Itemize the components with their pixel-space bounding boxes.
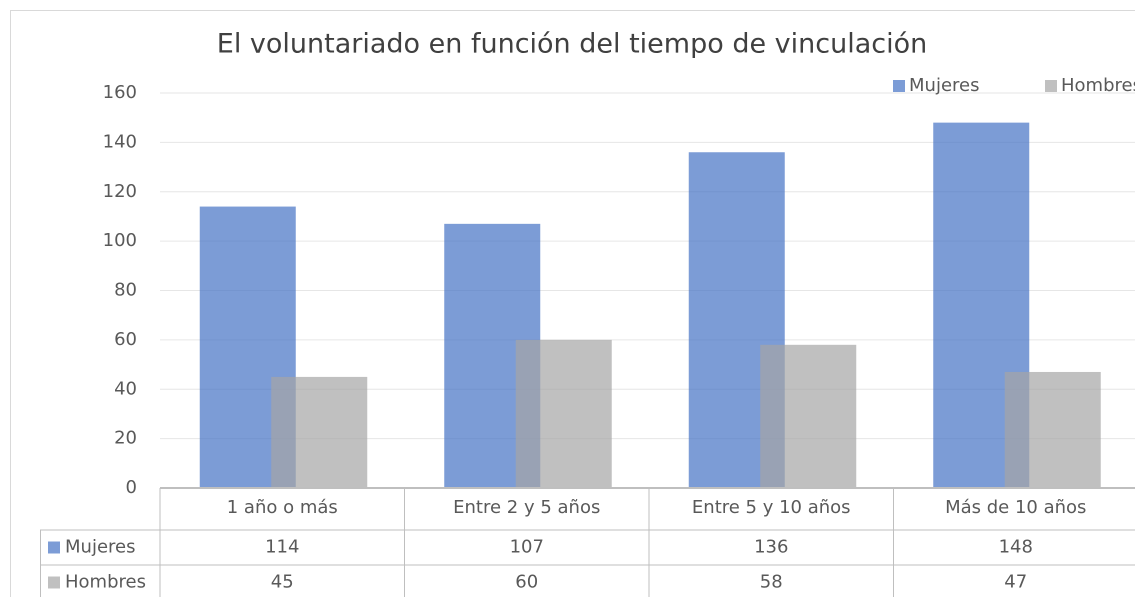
table-value: 60: [515, 572, 538, 593]
legend-key: [893, 80, 905, 92]
legend-label: Mujeres: [909, 75, 979, 96]
table-value: 114: [265, 537, 299, 558]
legend-key: [1045, 80, 1057, 92]
x-tick-label: 1 año o más: [227, 497, 338, 518]
table-series-name: Mujeres: [65, 537, 135, 558]
table-value: 58: [760, 572, 783, 593]
y-tick-label: 80: [114, 280, 137, 301]
y-tick-label: 0: [126, 477, 137, 498]
bar: [1004, 371, 1101, 488]
chart-border: [10, 10, 1135, 597]
x-tick-label: Entre 5 y 10 años: [692, 497, 851, 518]
y-tick-label: 160: [103, 82, 137, 103]
table-value: 148: [999, 537, 1033, 558]
bar: [760, 344, 857, 488]
chart-title: El voluntariado en función del tiempo de…: [217, 29, 927, 60]
y-tick-label: 120: [103, 181, 137, 202]
bar: [515, 339, 612, 488]
x-tick-label: Entre 2 y 5 años: [453, 497, 600, 518]
table-value: 47: [1004, 572, 1027, 593]
table-series-name: Hombres: [65, 572, 146, 593]
y-tick-label: 40: [114, 378, 137, 399]
table-value: 136: [754, 537, 788, 558]
y-tick-label: 60: [114, 329, 137, 350]
x-tick-label: Más de 10 años: [945, 497, 1086, 518]
legend-label: Hombres: [1061, 75, 1135, 96]
bar: [271, 376, 368, 488]
table-value: 107: [510, 537, 544, 558]
table-legend-key: [48, 576, 60, 589]
table-value: 45: [271, 572, 294, 593]
y-tick-label: 100: [103, 230, 137, 251]
y-tick-label: 20: [114, 428, 137, 449]
table-legend-key: [48, 541, 60, 554]
y-tick-label: 140: [103, 131, 137, 152]
